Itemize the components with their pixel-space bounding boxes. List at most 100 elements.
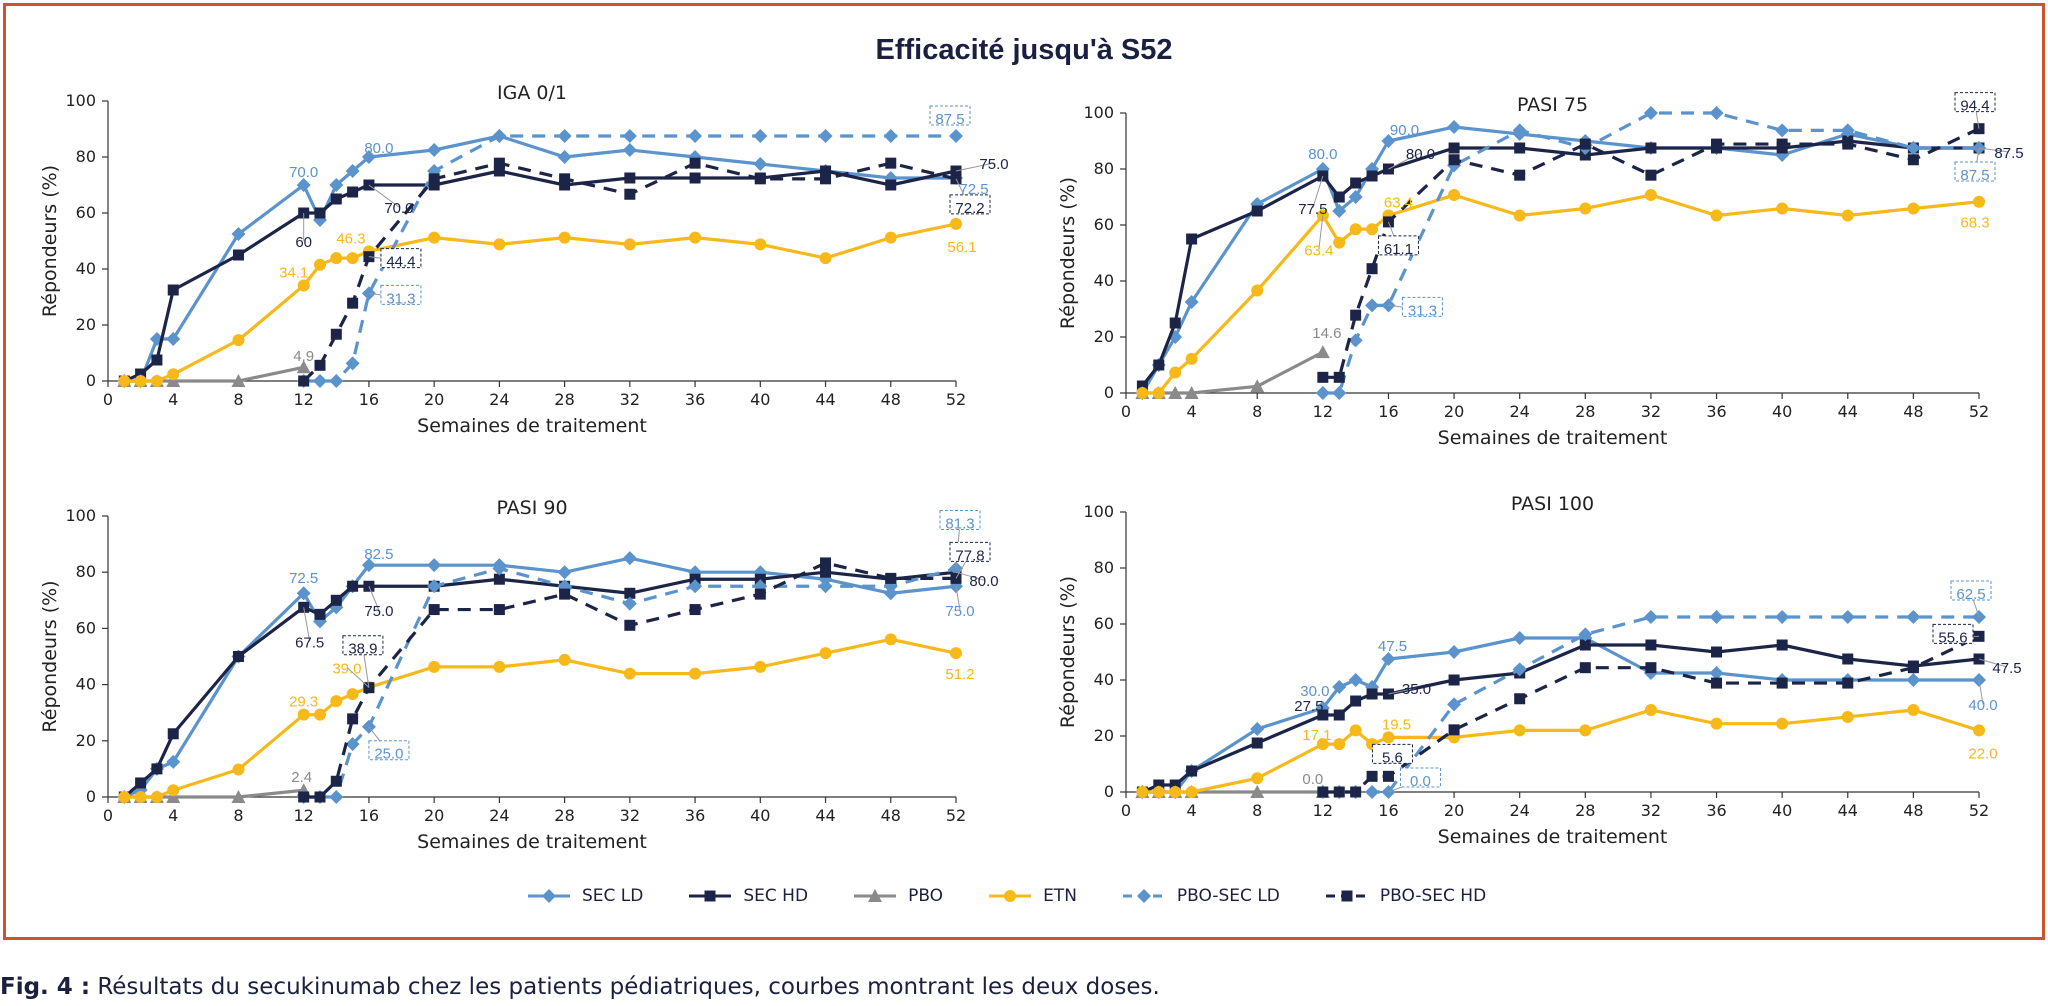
data-label-text: 82.5 [364, 546, 393, 563]
label-box [1932, 623, 1974, 644]
data-point-pbo-sec-ld [1840, 123, 1855, 138]
data-point-pbo-sec-hd [1514, 169, 1526, 181]
data-point-etn [1710, 209, 1723, 222]
data-point-pbo-sec-ld [1365, 298, 1380, 313]
data-point-etn [1366, 223, 1379, 236]
data-label-text: 14.6 [1312, 325, 1341, 342]
data-label: 56.1 [947, 239, 976, 256]
x-tick-label: 20 [424, 806, 444, 825]
x-tick-label: 8 [1252, 801, 1262, 820]
data-point-pbo-sec-ld [883, 129, 898, 143]
data-point-etn [1251, 284, 1264, 297]
data-point-etn [493, 238, 506, 251]
data-point-pbo-sec-hd [493, 157, 505, 169]
figure-caption: Fig. 4 : Résultats du secukinumab chez l… [0, 974, 2048, 1000]
data-label: 40.0 [1968, 679, 1998, 714]
data-point-sec-ld [1906, 673, 1921, 687]
legend-label: PBO-SEC HD [1379, 886, 1487, 906]
data-point-pbo [1184, 386, 1199, 399]
data-point-sec-hd [1366, 688, 1378, 700]
data-label: 70.0 [368, 184, 414, 217]
x-axis-title: Semaines de traitement [1438, 826, 1668, 848]
data-label-text: 70.0 [289, 164, 318, 181]
data-point-pbo-sec-hd [1907, 662, 1919, 674]
data-point-etn [493, 660, 506, 673]
leader-line [368, 184, 400, 208]
data-point-pbo-sec-hd [314, 791, 326, 803]
data-point-sec-hd [1350, 695, 1362, 707]
data-point-pbo-sec-hd [1448, 154, 1460, 166]
panel-title: PASI 100 [1511, 493, 1594, 515]
data-label: 35.0 [1388, 681, 1431, 698]
data-point-sec-hd [1251, 737, 1263, 749]
data-point-etn [167, 784, 180, 797]
data-label: 46.3 [336, 230, 365, 247]
y-axis-title: Répondeurs (%) [1057, 177, 1079, 329]
label-box [368, 740, 410, 761]
data-point-pbo-sec-hd [820, 173, 832, 185]
x-axis-title: Semaines de traitement [417, 831, 647, 853]
x-tick-label: 12 [294, 390, 314, 409]
data-point-sec-hd [885, 179, 897, 191]
figure-title: Efficacité jusqu'à S52 [875, 34, 1173, 66]
legend-label: PBO-SEC LD [1176, 886, 1280, 906]
data-label-text: 39.0 [332, 660, 361, 677]
data-point-sec-hd [493, 165, 505, 177]
data-label-text: 0.0 [1302, 771, 1323, 788]
data-label: 34.1 [279, 264, 308, 281]
data-point-etn [118, 375, 131, 387]
data-point-sec-hd [1153, 359, 1165, 371]
data-label: 80.0 [955, 571, 999, 590]
data-point-sec-hd [1186, 233, 1198, 245]
data-label-text: 80.0 [1308, 146, 1337, 163]
x-tick-label: 0 [103, 806, 113, 825]
data-point-sec-hd [1186, 765, 1198, 777]
data-point-pbo-sec-ld [1578, 627, 1593, 642]
leader-line [1978, 679, 1984, 705]
series-pbo-sec-ld [296, 561, 963, 804]
legend-swatch-marker [868, 889, 883, 902]
data-point-sec-hd [1514, 142, 1526, 154]
data-point-sec-hd [1711, 646, 1723, 658]
data-label-text: 56.1 [947, 239, 976, 256]
x-tick-label: 28 [554, 806, 574, 825]
data-point-pbo-sec-ld [313, 374, 327, 388]
data-label: 63.4 [1304, 215, 1333, 259]
data-point-etn [1644, 189, 1657, 202]
data-label-text: 17.1 [1302, 727, 1331, 744]
legend-swatch-marker [542, 889, 556, 903]
data-label-text: 27.5 [1294, 698, 1323, 715]
data-label-text: 47.5 [1992, 660, 2021, 677]
data-point-etn [1316, 738, 1329, 751]
data-point-etn [1907, 703, 1920, 716]
label-box [1954, 161, 1996, 182]
data-point-sec-hd [493, 573, 505, 585]
legend-label: SEC LD [582, 886, 644, 906]
data-point-pbo-sec-hd [1579, 138, 1591, 150]
legend: SEC LD SEC HD PBO ETN PBO-SEC LD PBO-SEC HD [526, 879, 1526, 913]
y-axis-title: Répondeurs (%) [1057, 576, 1079, 728]
data-point-pbo-sec-ld [1512, 662, 1527, 677]
data-point-sec-hd [167, 728, 179, 740]
x-tick-label: 32 [1641, 402, 1661, 421]
data-label: 87.5 [929, 105, 971, 128]
series-line-pbo-sec-hd [1322, 634, 1980, 794]
data-label-text: 87.5 [935, 111, 964, 128]
data-point-etn [558, 231, 571, 244]
series-etn [118, 633, 962, 803]
label-box [1401, 296, 1443, 317]
x-tick-label: 52 [946, 390, 966, 409]
data-label: 68.3 [1960, 215, 1989, 232]
x-tick-label: 0 [1121, 402, 1131, 421]
data-point-pbo-sec-ld [1906, 141, 1921, 155]
y-tick-label: 0 [86, 371, 96, 390]
series-line-pbo-sec-ld [1322, 615, 1979, 794]
data-point-pbo-sec-hd [885, 157, 897, 169]
data-point-sec-hd [1153, 779, 1165, 791]
data-point-pbo [1250, 379, 1265, 393]
data-label-text: 80.0 [364, 140, 393, 157]
x-tick-label: 4 [1187, 402, 1197, 421]
x-tick-label: 4 [1187, 801, 1197, 820]
data-point-pbo-sec-hd [428, 173, 440, 185]
